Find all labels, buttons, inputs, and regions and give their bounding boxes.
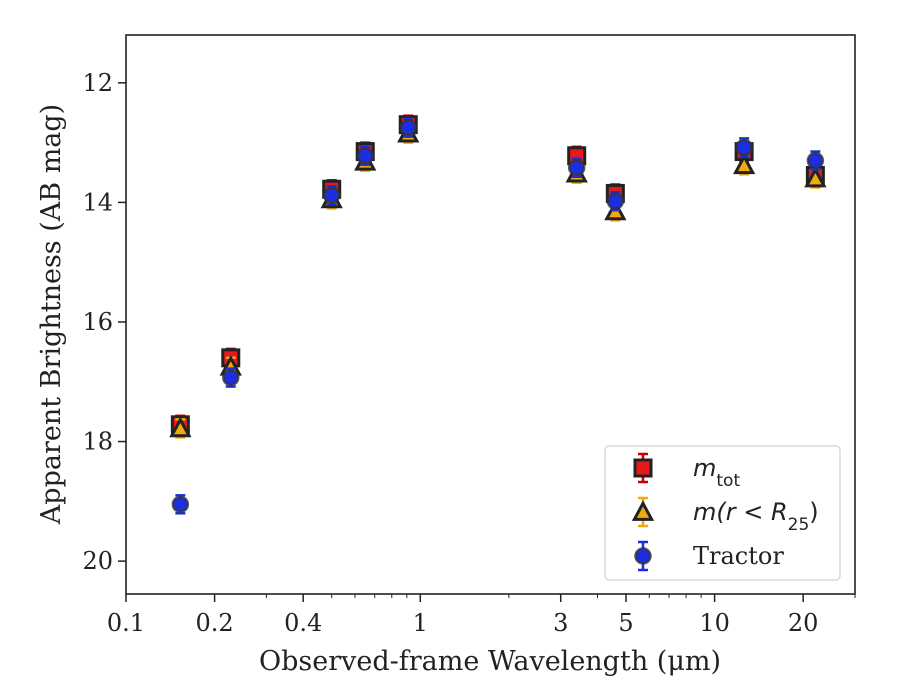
legend-label-main-2: Tractor [693,542,784,570]
point-circle-8 [806,151,825,170]
x-tick-label-5: 5 [618,609,633,637]
y-tick-label-3: 18 [82,428,113,456]
y-tick-label-0: 12 [82,69,113,97]
x-tick-label-3: 1 [413,609,428,637]
x-tick-label-7: 20 [788,609,819,637]
x-tick-label-4: 3 [553,609,568,637]
x-axis-label: Observed-frame Wavelength (μm) [259,646,721,677]
point-triangle-0 [169,416,192,438]
legend-box [604,445,841,581]
legend-label-main-0: m [693,454,716,482]
point-circle-6 [606,192,625,210]
point-circle-0 [171,495,190,514]
x-tick-label-0: 0.1 [107,609,145,637]
legend-label-0: mtot [693,454,740,491]
legend-entry-1: m(r < R25) [631,496,819,535]
legend-entry-2: Tractor [634,540,784,572]
legend-entry-0: mtot [633,452,740,491]
legend: mtot m(r < R25) Tractor [604,445,841,581]
legend-marker-1 [631,500,655,521]
point-triangle-8 [804,166,827,188]
ticks-layer: 0.1 0.2 0.4 1 3 5 10 20 12 14 16 18 20 [82,69,856,637]
legend-label-1: m(r < R25) [693,498,819,535]
legend-label-main-1: m(r < R [693,498,788,526]
point-circle-4 [399,118,417,137]
legend-label-tail-1: ) [809,498,818,526]
x-tick-label-2: 0.4 [284,609,322,637]
y-axis-label: Apparent Brightness (AB mag) [36,104,67,525]
point-triangle-7 [732,153,756,175]
point-circle-3 [356,147,374,165]
plot-frame [125,34,856,595]
point-circle-2 [322,186,341,204]
series-circle [171,117,825,515]
legend-label-2: Tractor [693,542,784,570]
point-circle-5 [567,158,586,177]
point-circle-7 [735,138,753,157]
series-layer [169,114,827,515]
y-tick-label-4: 20 [82,547,113,575]
point-circle-1 [222,368,240,387]
y-tick-label-2: 16 [82,308,113,336]
legend-marker-2 [634,547,652,565]
legend-label-sub-1: 25 [788,515,810,535]
legend-label-sub-0: tot [716,471,740,491]
x-tick-label-1: 0.2 [196,609,234,637]
legend-marker-0 [633,458,653,478]
x-tick-label-6: 10 [699,609,730,637]
y-tick-label-1: 14 [82,188,113,216]
